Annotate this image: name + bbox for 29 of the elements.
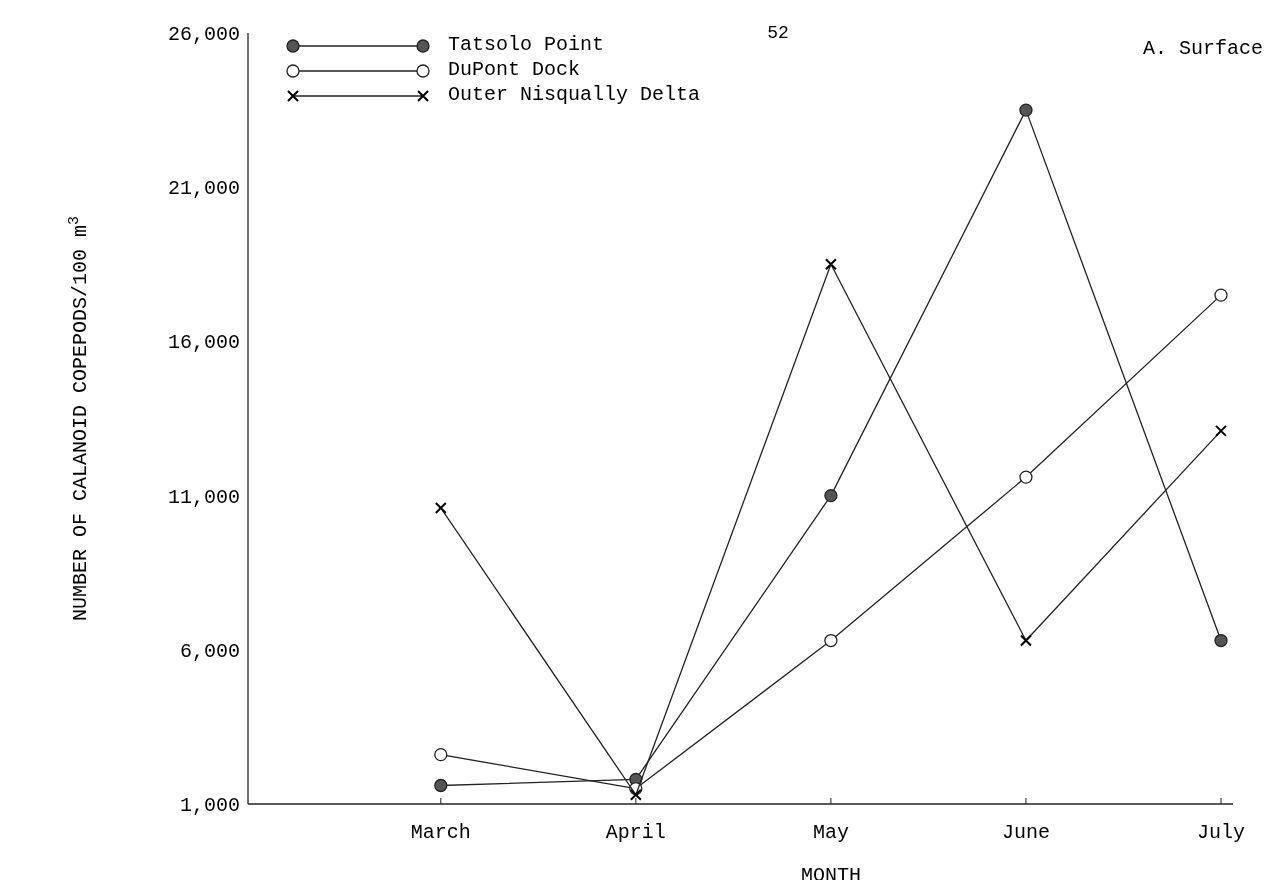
y-tick-label: 1,000 <box>179 794 240 817</box>
annotation: 52 <box>767 23 789 43</box>
point <box>1214 288 1228 302</box>
y-tick-label: 6,000 <box>179 639 240 663</box>
y-tick-label: 26,000 <box>167 23 240 46</box>
annotation: A. Surface <box>1142 37 1263 60</box>
point <box>824 258 837 271</box>
point <box>434 748 448 762</box>
y-tick-label: 11,000 <box>167 485 240 509</box>
y-tick-label: 21,000 <box>167 177 240 201</box>
point <box>824 633 838 648</box>
legend-label: Tatsolo Point <box>448 33 605 56</box>
x-tick-label: June <box>1001 821 1050 844</box>
point <box>434 778 448 793</box>
point <box>1214 633 1228 648</box>
legend-label: Outer Nisqually Delta <box>448 83 701 106</box>
point <box>1019 103 1033 117</box>
point <box>1215 424 1227 437</box>
y-tick-label: 16,000 <box>167 331 240 355</box>
x-tick-label: April <box>605 821 666 844</box>
x-tick-label: May <box>812 821 849 844</box>
legend-label: DuPont Dock <box>448 58 581 81</box>
point <box>824 488 838 503</box>
point <box>434 501 447 514</box>
point <box>1019 470 1033 484</box>
x-tick-label: March <box>410 821 471 844</box>
x-tick-label: July <box>1196 821 1246 844</box>
point <box>629 788 642 801</box>
point <box>1019 634 1032 647</box>
